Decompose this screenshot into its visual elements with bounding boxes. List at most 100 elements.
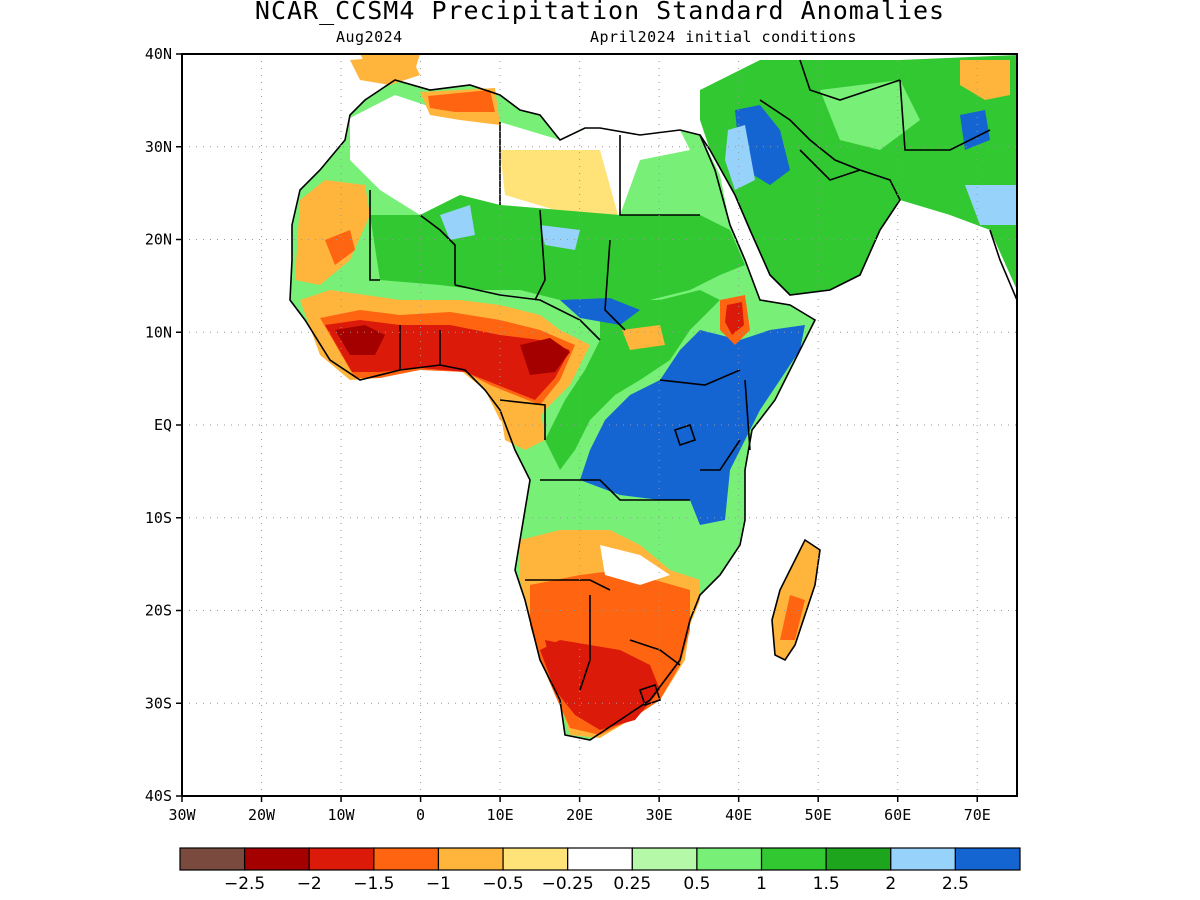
india-coastline (989, 229, 1017, 301)
lon-tick-label: 30E (646, 806, 673, 824)
lat-tick-label: 30S (145, 694, 172, 712)
colorbar-swatch (696, 847, 763, 871)
border-e (604, 239, 626, 331)
sudan-wet-blue (560, 298, 640, 325)
india-wet-blue (965, 185, 1017, 225)
colorbar-swatch (437, 847, 504, 871)
border-q (744, 379, 751, 451)
border-r (799, 59, 901, 101)
border-l (525, 579, 611, 591)
border-n (629, 639, 681, 666)
colorbar-swatch (244, 847, 310, 871)
border-p (700, 439, 741, 471)
colorbar-label: −1 (426, 874, 451, 894)
lon-tick-label: 30W (168, 806, 196, 824)
colorbar-swatch (179, 847, 246, 871)
colorbar-swatch (954, 847, 1021, 871)
south-sudan-dry (622, 325, 665, 350)
lat-tick-label: 30N (145, 138, 172, 156)
border-a (369, 190, 380, 281)
colorbar-label: 0.5 (683, 874, 710, 894)
lon-tick-label: 20E (566, 806, 593, 824)
forecast-month: Aug2024 (336, 28, 403, 46)
lon-tick-label: 10W (328, 806, 356, 824)
colorbar-label: 1 (756, 874, 767, 894)
colorbar: −2.5 −2 −1.5 −1 −0.5 −0.25 0.25 0.5 1 1.5 2 2.5 (179, 847, 1021, 894)
colorbar-label: −2.5 (224, 874, 265, 894)
southern-angola-neutral (600, 545, 670, 585)
sahara-dry-slight (500, 150, 618, 215)
lon-tick-label: 50E (805, 806, 832, 824)
colorbar-swatch (631, 847, 698, 871)
lon-tick-label: 60E (884, 806, 911, 824)
lat-tick-label: 20S (145, 602, 172, 620)
lesotho (638, 683, 662, 707)
lat-tick-label: 10S (145, 509, 172, 527)
coastlines-borders (289, 59, 1017, 741)
lake-victoria (673, 423, 697, 447)
guinea-dry-strong (335, 325, 385, 355)
namibia-dry (545, 640, 575, 685)
colorbar-label: −0.25 (542, 874, 594, 894)
colorbar-label: −0.5 (482, 874, 523, 894)
colorbar-label: 1.5 (813, 874, 840, 894)
colorbar-swatch (308, 847, 375, 871)
border-c (534, 209, 546, 301)
arabia-wet-light-blue (725, 125, 755, 190)
central-asia-dry (960, 60, 1010, 100)
mauritania-dry (295, 180, 370, 285)
madagascar-coastline (771, 538, 821, 662)
sahel-wet-blue (440, 205, 475, 240)
lat-tick-label: 40S (145, 787, 172, 805)
border-b (419, 214, 456, 285)
initial-conditions: April2024 initial conditions (590, 28, 857, 46)
colorbar-swatch (760, 847, 827, 871)
colorbar-swatch (890, 847, 956, 871)
colorbar-swatch (502, 847, 569, 871)
colorbar-label: 0.25 (613, 874, 651, 894)
colorbar-label: −2 (297, 874, 322, 894)
lon-tick-label: 0 (416, 806, 425, 824)
maghreb-dry-mod (428, 90, 495, 112)
latitude-ticks: 40N 30N 20N 10N EQ 10S 20S 30S 40S (145, 45, 182, 805)
lon-tick-label: 10E (487, 806, 514, 824)
colorbar-label: 2 (885, 874, 896, 894)
spain-dry (360, 54, 420, 72)
lon-tick-label: 70E (964, 806, 991, 824)
west-africa-dry (325, 320, 570, 400)
border-s (899, 79, 991, 151)
pakistan-wet-blue (960, 110, 990, 150)
precip-anomaly-shading (290, 54, 1017, 740)
colorbar-swatch (825, 847, 892, 871)
ethiopia-dry-strong (725, 302, 744, 335)
colorbar-swatch (373, 847, 440, 871)
lat-tick-label: EQ (154, 416, 172, 434)
border-m (579, 595, 591, 691)
border-o (659, 369, 741, 386)
colorbar-label: 2.5 (942, 874, 969, 894)
grid-lines (182, 54, 1017, 796)
map-plot-area (182, 54, 1017, 796)
chad-wet-blue (540, 225, 580, 250)
cameroon-dry-strong (520, 338, 570, 375)
lon-tick-label: 40E (725, 806, 752, 824)
lat-tick-label: 20N (145, 231, 172, 249)
mauritania-dry-mod (325, 230, 355, 265)
lat-tick-label: 40N (145, 45, 172, 63)
africa-coastline (289, 79, 817, 741)
colorbar-swatch (567, 847, 633, 871)
border-j (499, 399, 546, 440)
border-d (619, 135, 700, 216)
longitude-ticks: 30W 20W 10W 0 10E 20E 30E 40E 50E 60E 70E (168, 796, 991, 824)
colorbar-label: −1.5 (353, 874, 394, 894)
central-africa-wet-blue (580, 325, 805, 525)
lon-tick-label: 20W (248, 806, 276, 824)
madagascar-dry-mod (780, 595, 805, 640)
border-t (799, 149, 861, 181)
chart-title: NCAR_CCSM4 Precipitation Standard Anomal… (254, 0, 946, 25)
arabia-wet (700, 55, 1017, 295)
mediterranean-east-neutral (660, 60, 720, 85)
lat-tick-label: 10N (145, 323, 172, 341)
border-k (540, 479, 690, 501)
